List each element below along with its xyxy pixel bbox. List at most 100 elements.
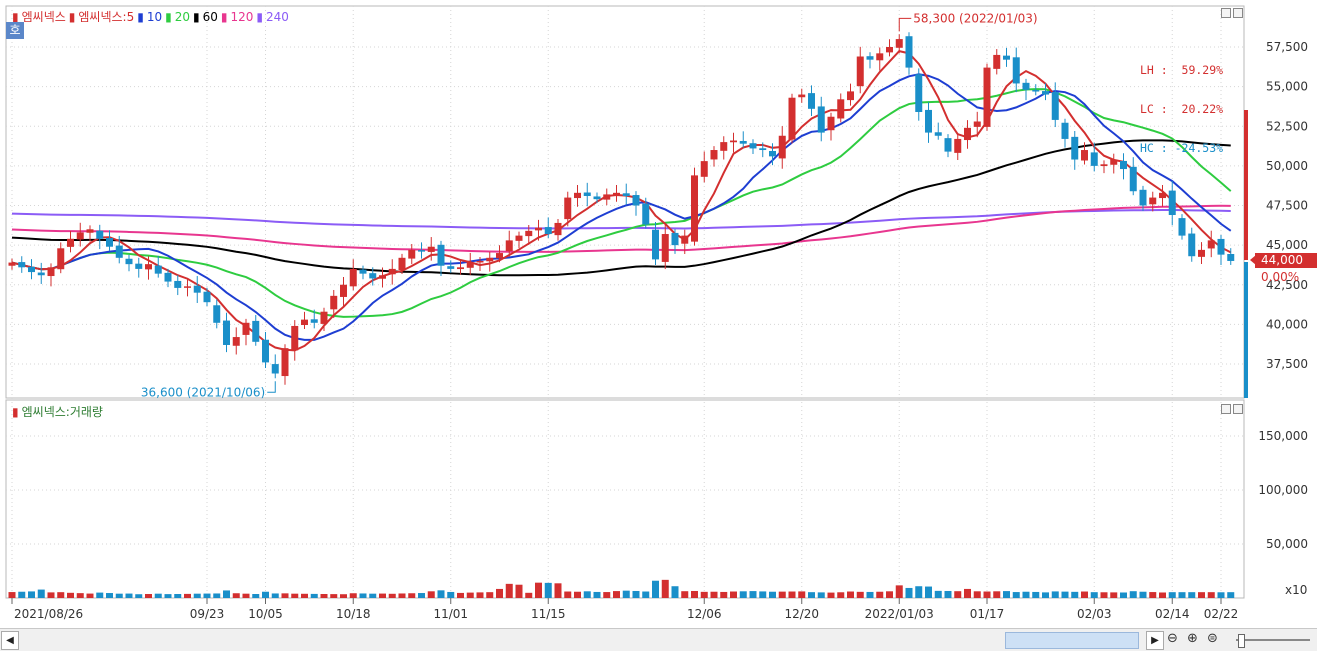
candle-body bbox=[330, 295, 338, 310]
lh-stat: LH : 59.29% bbox=[1140, 63, 1224, 77]
candle-body bbox=[827, 116, 835, 131]
candle-body bbox=[1217, 238, 1225, 255]
volume-bar bbox=[671, 586, 679, 598]
volume-panel-close-button[interactable] bbox=[1233, 404, 1243, 414]
candle-body bbox=[466, 262, 474, 268]
volume-bar bbox=[115, 593, 123, 598]
volume-bar bbox=[535, 582, 542, 598]
volume-bar bbox=[291, 593, 299, 598]
price-panel-close-button[interactable] bbox=[1233, 8, 1243, 18]
candle-body bbox=[1149, 197, 1157, 205]
candle-body bbox=[1159, 192, 1166, 199]
volume-bar bbox=[710, 591, 718, 598]
volume-bar bbox=[252, 594, 260, 598]
volume-bar bbox=[525, 592, 533, 598]
candle-body bbox=[778, 135, 786, 159]
candle-body bbox=[1129, 166, 1137, 192]
date-tick-label: 2021/08/26 bbox=[14, 607, 83, 621]
price-tick-label: 40,000 bbox=[1266, 317, 1308, 331]
range-info: LH : 59.29% LC : 20.22% HC : -24.53% bbox=[1140, 38, 1223, 168]
volume-bar bbox=[67, 592, 74, 598]
zoom-reset-icon[interactable]: ⊜ bbox=[1207, 631, 1218, 646]
candle-body bbox=[769, 150, 776, 157]
candle-body bbox=[76, 232, 84, 240]
legend-marker: ▮ bbox=[12, 10, 19, 24]
price-panel-maximize-button[interactable] bbox=[1221, 8, 1231, 18]
candle-body bbox=[301, 319, 308, 326]
zoom-in-icon[interactable]: ⊕ bbox=[1187, 631, 1198, 646]
volume-bar bbox=[1071, 591, 1079, 598]
volume-bar bbox=[106, 593, 113, 598]
candle-body bbox=[145, 264, 152, 270]
candle-body bbox=[8, 262, 16, 266]
candle-body bbox=[749, 143, 757, 149]
candle-body bbox=[398, 257, 406, 271]
legend-item-3[interactable]: 20 bbox=[174, 10, 191, 24]
volume-bar bbox=[310, 593, 318, 598]
volume-bar bbox=[983, 591, 991, 598]
volume-bar bbox=[700, 591, 708, 598]
legend-item-4[interactable]: 60 bbox=[202, 10, 218, 24]
scroll-right-button[interactable]: ▶ bbox=[1146, 631, 1164, 650]
volume-bar bbox=[320, 594, 328, 598]
ma-120-line bbox=[11, 204, 1231, 253]
volume-bar bbox=[1207, 592, 1215, 598]
volume-bar bbox=[447, 591, 455, 598]
volume-bar bbox=[915, 586, 923, 598]
volume-bar bbox=[340, 594, 347, 598]
legend-item-0[interactable]: 엠씨넥스 bbox=[21, 10, 66, 24]
candle-body bbox=[271, 364, 279, 374]
quote-badge[interactable]: 호 bbox=[6, 22, 24, 39]
candle-body bbox=[184, 286, 191, 288]
volume-bar bbox=[86, 593, 94, 598]
volume-bar bbox=[661, 579, 669, 598]
volume-tick-label: 100,000 bbox=[1258, 483, 1308, 497]
volume-bar bbox=[145, 594, 152, 598]
volume-bar bbox=[730, 591, 737, 598]
volume-bar bbox=[944, 590, 952, 598]
candle-body bbox=[886, 47, 893, 53]
chart-scrollbar[interactable]: ◀ ▶ ⊖ ⊕ ⊜ bbox=[0, 628, 1317, 651]
volume-bar bbox=[505, 583, 513, 598]
zoom-slider[interactable] bbox=[1236, 639, 1310, 641]
volume-bar bbox=[164, 594, 172, 598]
candle-body bbox=[67, 238, 74, 247]
current-price-label: 44,000 bbox=[1255, 253, 1317, 268]
volume-bar bbox=[886, 591, 893, 598]
ma-10-line bbox=[11, 73, 1232, 341]
zoom-slider-handle[interactable] bbox=[1238, 634, 1245, 648]
zoom-out-icon[interactable]: ⊖ bbox=[1167, 631, 1178, 646]
ma-5-line bbox=[11, 50, 1232, 352]
volume-bar bbox=[847, 591, 854, 598]
legend-item-2[interactable]: 10 bbox=[146, 10, 163, 24]
volume-bar bbox=[408, 593, 416, 598]
candle-body bbox=[213, 305, 221, 323]
volume-bar bbox=[613, 591, 620, 598]
volume-bar bbox=[1168, 592, 1176, 598]
candle-body bbox=[856, 56, 864, 87]
candle-body bbox=[535, 227, 542, 231]
legend-item-1[interactable]: 엠씨넥스:5 bbox=[78, 10, 135, 24]
volume-bar bbox=[837, 592, 845, 598]
volume-bar bbox=[242, 593, 250, 598]
volume-bar bbox=[213, 593, 221, 598]
candle-body bbox=[1022, 82, 1030, 90]
price-tick-label: 37,500 bbox=[1266, 357, 1308, 371]
candle-body bbox=[203, 291, 211, 303]
volume-panel-maximize-button[interactable] bbox=[1221, 404, 1231, 414]
volume-bars bbox=[8, 579, 1235, 598]
scroll-thumb[interactable] bbox=[1005, 632, 1139, 649]
legend-item-6[interactable]: 240 bbox=[266, 10, 289, 24]
candle-body bbox=[973, 121, 981, 127]
date-tick-label: 02/22 bbox=[1204, 607, 1239, 621]
candle-body bbox=[1120, 160, 1127, 170]
candle-body bbox=[583, 192, 591, 196]
candle-body bbox=[476, 260, 484, 263]
volume-legend-label: 엠씨넥스:거래량 bbox=[21, 405, 103, 419]
legend-item-5[interactable]: 120 bbox=[230, 10, 254, 24]
volume-bar bbox=[379, 593, 386, 598]
candle-body bbox=[262, 339, 269, 363]
scroll-left-button[interactable]: ◀ bbox=[1, 631, 19, 650]
volume-panel bbox=[5, 399, 1245, 599]
